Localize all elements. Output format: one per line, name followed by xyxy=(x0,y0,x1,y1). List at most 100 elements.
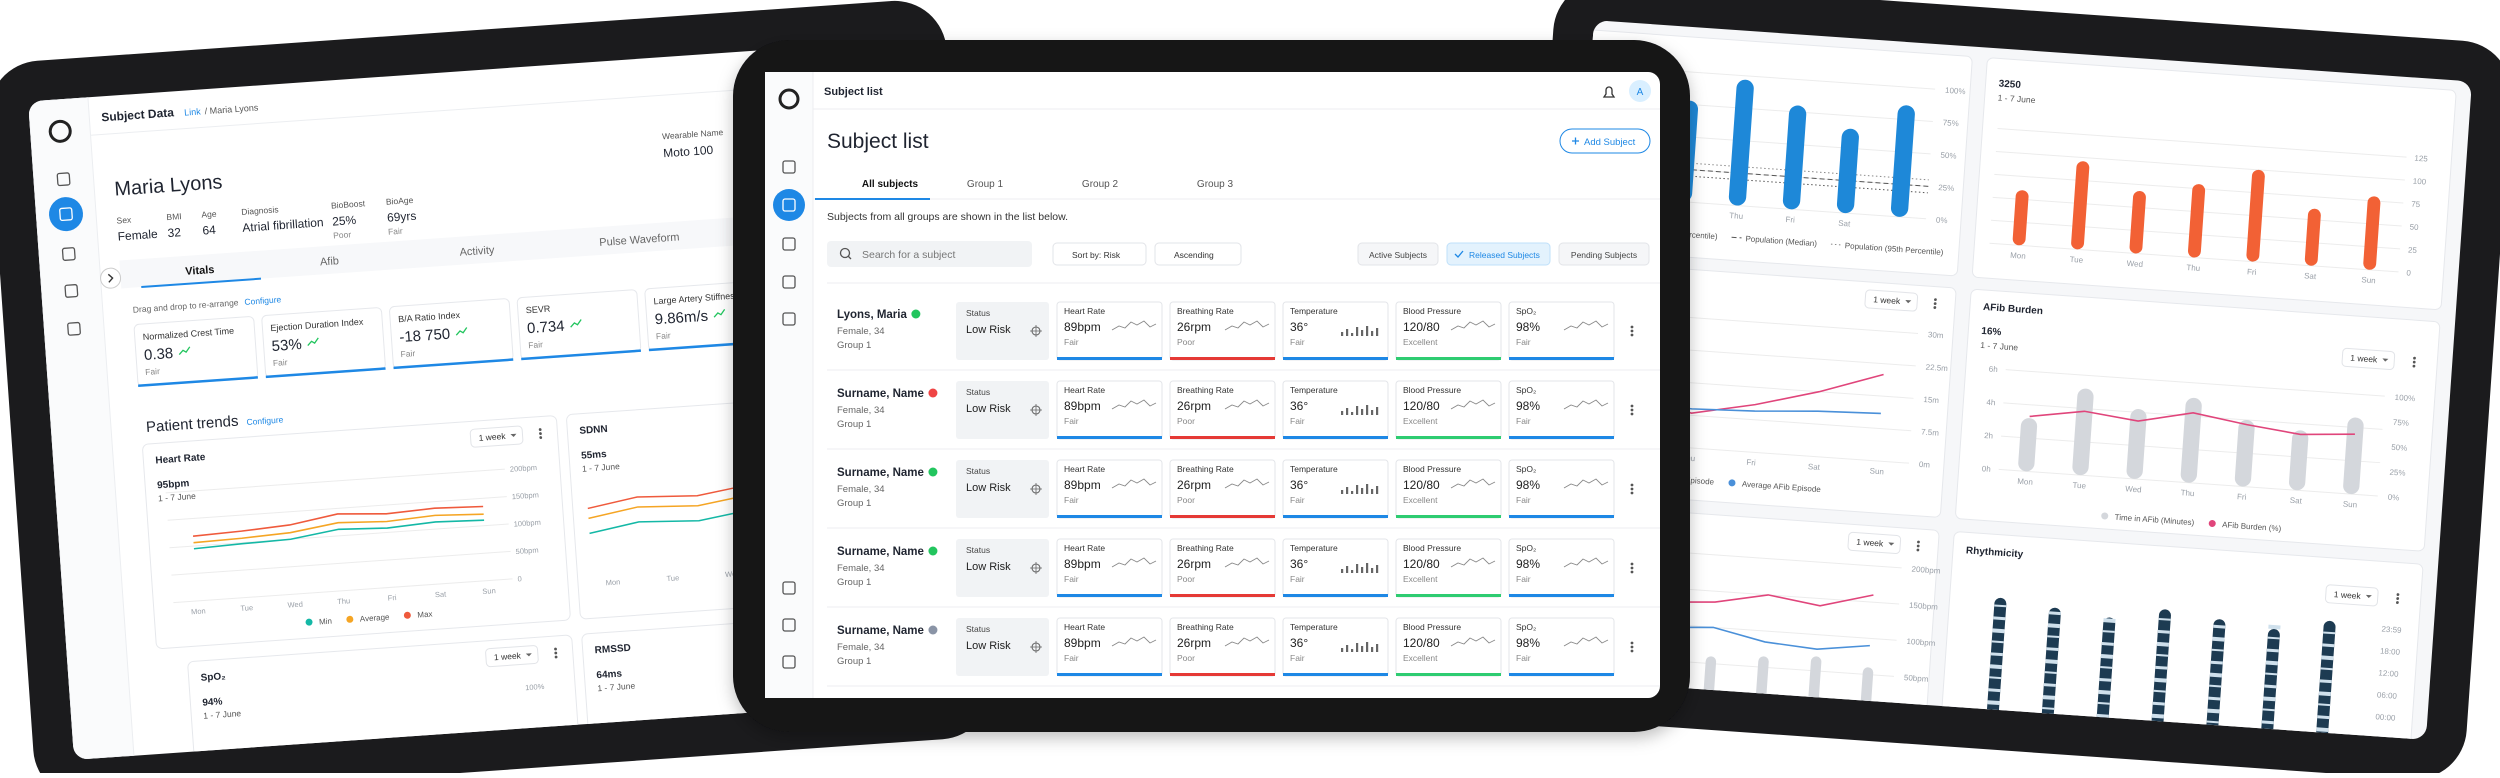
x-tick-label: Fri xyxy=(2237,492,2247,502)
nav-icon[interactable] xyxy=(67,321,81,336)
vital-value: 120/80 xyxy=(1403,557,1440,571)
tick-label: 100bpm xyxy=(1906,637,1936,648)
subject-group: Group 1 xyxy=(837,340,871,351)
tick-label: 4h xyxy=(1986,398,1996,408)
period-dropdown[interactable] xyxy=(469,425,524,448)
legend-swatch xyxy=(1728,479,1736,487)
vital-status-bar xyxy=(1396,594,1501,597)
sort-dropdown[interactable] xyxy=(1052,242,1147,266)
rhythm-stripe xyxy=(2158,617,2171,621)
nav-icon[interactable] xyxy=(61,247,76,261)
tab[interactable]: Afib xyxy=(320,255,340,268)
avatar[interactable] xyxy=(1629,80,1651,102)
filter-chip[interactable] xyxy=(1446,242,1551,266)
x-tick-label: Sat xyxy=(1808,462,1821,472)
vital-value: 98% xyxy=(1516,478,1540,492)
vital-rating: Fair xyxy=(1064,337,1079,347)
bell-icon[interactable] xyxy=(1602,86,1616,98)
menu-dot[interactable] xyxy=(1630,566,1634,570)
line xyxy=(2029,410,2355,436)
field-label: BMI xyxy=(166,211,182,222)
dropdown-label: 1 week xyxy=(478,431,506,443)
field-label: Wearable Name xyxy=(662,127,724,141)
menu-dot[interactable] xyxy=(2412,360,2416,364)
subject-name[interactable]: Surname, Name xyxy=(837,546,924,558)
filter-chip[interactable] xyxy=(1558,242,1650,266)
subject-details: Female, 34 xyxy=(837,326,885,337)
field-value: 25% xyxy=(332,213,357,229)
add-subject-button[interactable] xyxy=(1559,128,1651,154)
link[interactable]: Configure xyxy=(244,294,282,307)
panel-value: 16% xyxy=(1981,326,2002,338)
logo xyxy=(48,119,72,143)
tab[interactable]: Group 3 xyxy=(1197,179,1234,190)
tick-label: 22.5m xyxy=(1925,363,1948,374)
rhythm-stripe xyxy=(2262,708,2275,712)
nav-icon[interactable] xyxy=(59,207,73,222)
nav-icon[interactable] xyxy=(782,312,796,326)
nav-icon[interactable] xyxy=(782,275,796,289)
tab[interactable]: Vitals xyxy=(185,264,215,278)
vital-label: Breathing Rate xyxy=(1177,622,1234,632)
menu-dot[interactable] xyxy=(554,651,558,655)
menu-dot[interactable] xyxy=(1630,645,1634,649)
nav-icon[interactable] xyxy=(782,618,796,632)
subject-group: Group 1 xyxy=(837,419,871,430)
menu-dot[interactable] xyxy=(539,432,542,435)
nav-icon[interactable] xyxy=(56,172,71,187)
period-dropdown[interactable] xyxy=(2325,584,2379,607)
vital-rating: Excellent xyxy=(1403,337,1438,347)
link[interactable]: Configure xyxy=(246,414,284,427)
collapse-button[interactable] xyxy=(100,267,122,289)
caret xyxy=(510,433,517,437)
decorative-bar xyxy=(1366,484,1369,494)
tick-label: 75 xyxy=(2411,200,2421,210)
menu-dot[interactable] xyxy=(2396,597,2400,600)
nav-icon[interactable] xyxy=(782,198,796,212)
nav-icon[interactable] xyxy=(64,284,79,298)
period-dropdown[interactable] xyxy=(1864,289,1919,312)
nav-icon[interactable] xyxy=(782,581,796,595)
decorative-line xyxy=(588,494,748,520)
tick-label: 150bpm xyxy=(1909,601,1939,612)
period-dropdown[interactable] xyxy=(485,645,539,668)
tab[interactable]: Pulse Waveform xyxy=(599,231,680,249)
period-dropdown[interactable] xyxy=(1847,531,1902,554)
menu-dot[interactable] xyxy=(1630,408,1634,412)
tab[interactable]: All subjects xyxy=(862,179,919,190)
vital-status-bar xyxy=(1057,594,1162,597)
menu-dot[interactable] xyxy=(1630,329,1634,333)
label: Subject list xyxy=(824,86,883,98)
subject-name[interactable]: Lyons, Maria xyxy=(837,309,907,321)
subject-name[interactable]: Surname, Name xyxy=(837,467,924,479)
breadcrumb-link[interactable]: Link xyxy=(184,106,202,117)
period-dropdown[interactable] xyxy=(2341,347,2396,370)
subject-name[interactable]: Surname, Name xyxy=(837,388,924,400)
panel-title: SDNN xyxy=(579,424,608,437)
order-dropdown[interactable] xyxy=(1154,242,1242,266)
filter-chip[interactable] xyxy=(1357,242,1439,266)
subject-name[interactable]: Surname, Name xyxy=(837,625,924,637)
menu-dot[interactable] xyxy=(1630,487,1634,491)
rhythm-stripe xyxy=(1988,688,2001,693)
metric-rating: Fair xyxy=(145,366,160,377)
button-label[interactable]: Add Subject xyxy=(1584,137,1636,148)
x-tick-label: Fri xyxy=(387,593,397,603)
nav-icon[interactable] xyxy=(782,237,796,251)
search-box[interactable] xyxy=(827,241,1032,267)
nav-icon[interactable] xyxy=(782,655,796,669)
tab[interactable]: Activity xyxy=(459,244,495,258)
sparkline xyxy=(1111,320,1157,331)
tab[interactable]: Group 2 xyxy=(1082,179,1119,190)
tab[interactable]: Group 1 xyxy=(967,179,1004,190)
nav-active[interactable] xyxy=(48,196,84,232)
info-text: Subjects from all groups are shown in th… xyxy=(827,211,1068,223)
subject-group: Group 1 xyxy=(837,577,871,588)
menu-dot[interactable] xyxy=(1916,544,1920,548)
menu-dot[interactable] xyxy=(1933,302,1937,305)
nav-icon[interactable] xyxy=(782,160,796,174)
bar xyxy=(2289,430,2309,491)
vital-value: 98% xyxy=(1516,636,1540,650)
nav-active[interactable] xyxy=(773,189,805,221)
decorative-bar xyxy=(1341,648,1344,652)
